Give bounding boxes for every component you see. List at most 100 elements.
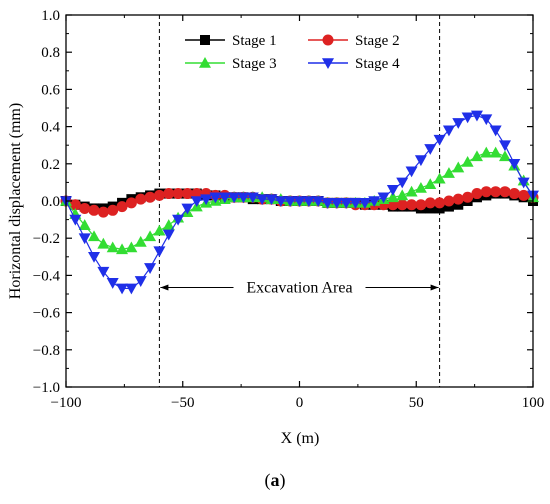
series-3-point	[480, 146, 493, 158]
annotation-text: Excavation Area	[246, 279, 352, 296]
legend-marker	[322, 58, 334, 69]
series-4-point	[302, 196, 315, 207]
series-3-point	[461, 155, 474, 167]
y-tick-label: 0.0	[41, 194, 60, 210]
series-4-point	[498, 140, 511, 152]
y-tick-label: −0.8	[33, 343, 60, 359]
series-2-point	[135, 193, 147, 205]
series-4-point	[377, 192, 390, 204]
series-3-point	[452, 161, 465, 173]
series-1-point	[425, 203, 436, 214]
series-2-point	[499, 186, 511, 198]
series-2-point	[508, 188, 520, 200]
series-3-point	[489, 146, 502, 158]
y-tick-label: 0.6	[41, 82, 60, 98]
series-4-point	[190, 196, 203, 207]
legend-item-4: Stage 4	[308, 56, 400, 72]
series-4-point	[78, 233, 91, 245]
y-tick-label: −1.0	[33, 380, 60, 396]
x-tick-label: −100	[51, 395, 82, 411]
series-4-point	[386, 185, 399, 196]
legend-marker	[199, 57, 211, 68]
series-2-point	[490, 186, 502, 198]
series-3-point	[414, 181, 427, 193]
series-3-point	[162, 219, 175, 230]
series-2-point	[163, 188, 175, 200]
series-3-point	[125, 241, 138, 253]
x-axis-title: X (m)	[281, 430, 320, 447]
x-tick-label: −50	[171, 395, 194, 411]
series-3-point	[144, 230, 157, 242]
excavation-annotation: Excavation Area	[160, 279, 439, 296]
y-tick-label: −0.4	[33, 268, 61, 284]
series-3-point	[116, 243, 129, 255]
series-2-point	[518, 189, 530, 201]
x-tick-label: 100	[522, 395, 545, 411]
legend-label: Stage 3	[232, 56, 277, 72]
series-4-point	[368, 196, 381, 207]
legend-item-2: Stage 2	[308, 33, 400, 49]
series-2-point	[144, 191, 156, 203]
series-4-point	[321, 198, 334, 209]
series-4-point	[461, 112, 474, 124]
series-4-point	[433, 134, 446, 146]
chart-marks: Excavation Area	[60, 15, 539, 387]
series-2-point	[396, 199, 408, 211]
series-3-point	[442, 167, 455, 178]
series-1-point	[434, 203, 445, 214]
series-2-point	[107, 204, 119, 216]
series-4-point	[414, 155, 427, 167]
legend-label: Stage 4	[355, 56, 400, 72]
series-4-point	[246, 192, 259, 204]
series-4-point	[358, 198, 371, 209]
y-axis-title: Horizontal displacement (mm)	[7, 103, 24, 299]
series-3-point	[134, 235, 147, 247]
series-2-point	[153, 189, 165, 201]
series-3-point	[405, 185, 418, 197]
series-2-point	[97, 206, 109, 218]
series-4-point	[97, 266, 110, 278]
series-2-point	[424, 197, 436, 209]
y-tick-label: 0.2	[41, 157, 60, 173]
y-tick-label: 0.8	[41, 45, 60, 61]
series-4-point	[489, 125, 502, 137]
y-tick-label: 1.0	[41, 8, 60, 24]
series-3-point	[470, 150, 483, 162]
series-2-point	[116, 201, 128, 213]
series-3-point	[88, 230, 101, 242]
series-4-point	[153, 246, 166, 258]
series-4-point	[209, 192, 222, 204]
series-4-point	[88, 252, 101, 263]
series-3-point	[106, 241, 119, 253]
series-2-point	[69, 199, 81, 211]
annotation-arrowhead-left	[160, 284, 169, 291]
series-4-point	[312, 196, 325, 207]
series-4-point	[181, 203, 194, 215]
series-4-point	[396, 177, 409, 189]
series-4-point	[470, 110, 483, 122]
series-2-point	[181, 188, 193, 200]
series-4-point	[144, 263, 157, 274]
series-4-point	[405, 166, 418, 178]
series-4-point	[508, 159, 521, 170]
series-1-point	[443, 201, 454, 212]
legend-marker	[200, 35, 210, 45]
series-4-point	[349, 198, 362, 209]
series-3-point	[97, 237, 110, 249]
series-2-point	[125, 197, 137, 209]
legend: Stage 1 Stage 2 Stage 3 Stage 4	[185, 33, 400, 72]
series-4-point	[517, 177, 530, 189]
series-4-point	[265, 194, 278, 206]
y-tick-label: −0.2	[33, 231, 60, 247]
legend-item-3: Stage 3	[185, 56, 277, 72]
series-2-point	[406, 199, 418, 211]
legend-marker	[322, 34, 334, 46]
series-1-point	[453, 199, 464, 210]
y-tick-label: 0.4	[41, 120, 60, 136]
series-2-point	[480, 186, 492, 198]
series-3-point	[153, 224, 166, 236]
x-tick-label: 0	[296, 395, 304, 411]
series-2-point	[443, 195, 455, 207]
series-4-point	[172, 214, 185, 226]
series-4-point	[284, 196, 297, 207]
